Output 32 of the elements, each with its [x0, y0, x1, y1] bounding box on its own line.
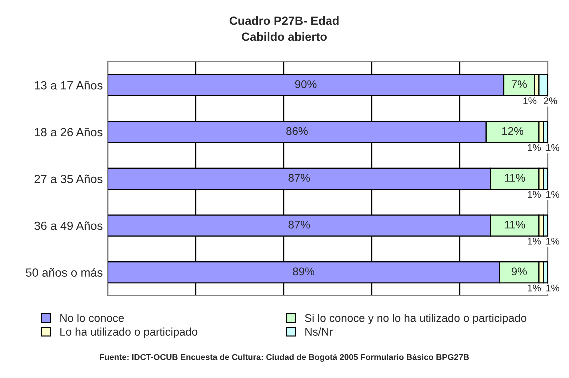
data-label: 1% [528, 284, 542, 292]
data-label: 87% [288, 174, 310, 182]
data-label: 9% [512, 268, 528, 276]
data-label: 12% [502, 127, 524, 136]
legend-label: Ns/Nr [306, 328, 333, 336]
data-label: 1% [524, 98, 537, 104]
chart-subtitle: Cabildo abierto [242, 32, 328, 42]
data-label: 1% [546, 191, 560, 198]
y-tick-label: 50 años o más [26, 268, 103, 277]
data-label: 86% [286, 127, 308, 136]
data-label: 7% [512, 80, 528, 88]
legend-label: Si lo conoce y no lo ha utilizado o participado [305, 314, 527, 324]
data-label: 2% [544, 98, 558, 104]
legend-label: Lo ha utilizado o participado [60, 328, 198, 338]
y-tick-label: 36 a 49 Años [34, 222, 103, 230]
legend-label: No lo conoce [60, 314, 124, 322]
data-label: 1% [546, 284, 560, 292]
y-tick-label: 13 a 17 Años [35, 81, 103, 90]
source-note: Fuente: IDCT-OCUB Encuesta de Cultura: Ciudad de Bogotá 2005 Formulario Básico BPG27B [100, 354, 470, 362]
data-label: 87% [288, 220, 310, 229]
data-label: 90% [295, 80, 317, 88]
data-label: 1% [546, 238, 560, 245]
data-label: 1% [528, 238, 542, 245]
data-label: 1% [546, 144, 560, 152]
data-label: 89% [293, 268, 315, 276]
data-label: 1% [528, 191, 542, 198]
data-label: 11% [505, 220, 526, 229]
data-label: 1% [528, 144, 542, 152]
y-tick-label: 27 a 35 Años [34, 174, 103, 184]
chart-title: Cuadro P27B- Edad [230, 16, 339, 26]
y-tick-label: 18 a 26 Años [35, 128, 103, 137]
data-label: 11% [505, 174, 526, 182]
